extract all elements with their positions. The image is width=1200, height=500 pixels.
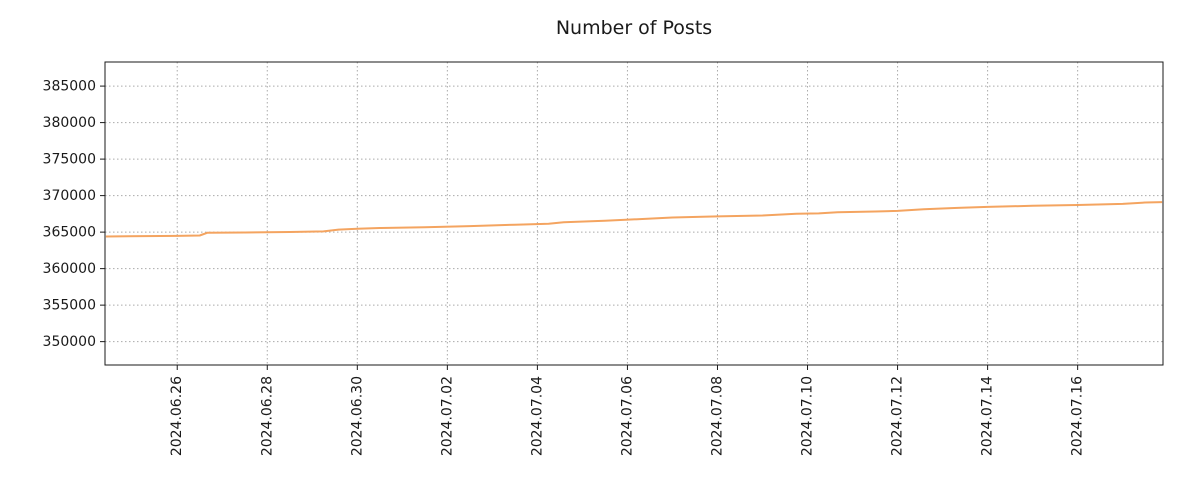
x-tick-label: 2024.07.08: [709, 376, 725, 456]
plot-border: [104, 61, 1164, 366]
x-tick-label: 2024.06.26: [169, 376, 185, 456]
y-tick-label: 385000: [43, 79, 96, 95]
x-tick-label: 2024.07.16: [1070, 376, 1086, 456]
y-tick-label: 375000: [43, 152, 96, 168]
y-tick-label: 360000: [43, 261, 96, 277]
x-tick-label: 2024.07.14: [980, 376, 996, 456]
y-tick-label: 350000: [43, 334, 96, 350]
y-tick-label: 370000: [43, 188, 96, 204]
x-tick-label: 2024.07.06: [619, 376, 635, 456]
x-tick-label: 2024.07.04: [529, 376, 545, 456]
x-tick-label: 2024.06.30: [349, 376, 365, 456]
x-tick-label: 2024.07.12: [890, 376, 906, 456]
x-tick-label: 2024.07.10: [800, 376, 816, 456]
x-tick-label: 2024.07.02: [439, 376, 455, 456]
y-tick-label: 355000: [43, 298, 96, 314]
y-tick-label: 380000: [43, 115, 96, 131]
data-line-number-of-posts: [105, 201, 1163, 238]
y-tick-label: 365000: [43, 225, 96, 241]
chart-title: Number of Posts: [555, 17, 713, 39]
x-tick-label: 2024.06.28: [259, 376, 275, 456]
